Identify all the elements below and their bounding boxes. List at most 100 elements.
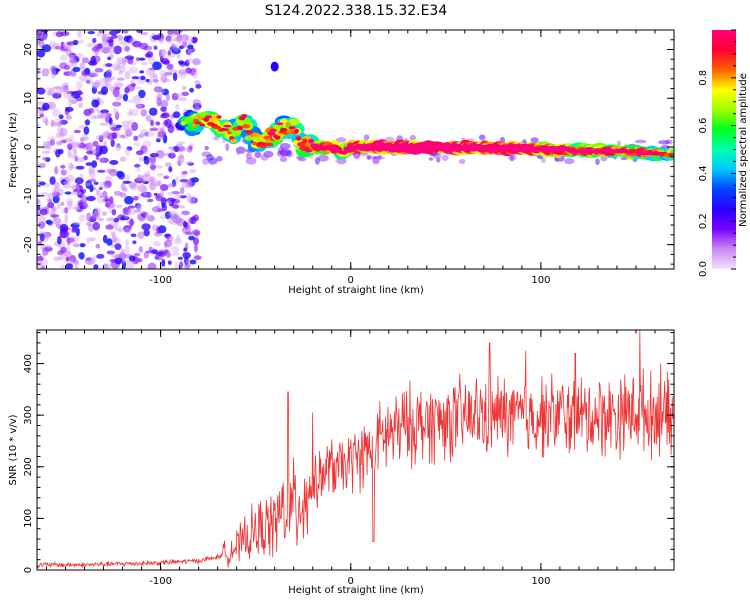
noise-blob: [128, 66, 139, 74]
ridge-halo-blob: [335, 137, 347, 143]
noise-blob: [38, 240, 42, 246]
noise-blob: [112, 101, 122, 107]
noise-blob: [117, 62, 127, 68]
noise-blob: [101, 40, 108, 48]
noise-blob: [179, 195, 187, 199]
noise-blob: [172, 30, 181, 35]
noise-blob: [116, 145, 123, 149]
noise-blob: [167, 260, 172, 265]
noise-blob: [108, 196, 114, 204]
noise-blob: [122, 93, 129, 102]
ridge-cell: [227, 131, 232, 135]
noise-blob: [53, 118, 63, 126]
noise-blob: [74, 155, 79, 162]
noise-blob: [129, 79, 134, 85]
noise-blob: [86, 212, 92, 221]
noise-blob: [105, 80, 109, 87]
noise-blob: [159, 190, 165, 199]
snr-y-ticks: 0 100 200 300 400: [23, 332, 674, 573]
noise-blob: [99, 122, 109, 126]
noise-blob: [99, 145, 108, 155]
noise-blob: [153, 86, 163, 93]
noise-blob: [109, 160, 119, 165]
noise-blob: [76, 157, 86, 162]
noise-blob: [110, 231, 116, 237]
y-tick-label: -20: [23, 236, 34, 252]
noise-blob: [176, 36, 184, 44]
noise-blob: [104, 180, 112, 189]
ridge-halo-blob: [377, 154, 383, 160]
noise-blob: [118, 66, 126, 73]
noise-blob: [90, 55, 97, 65]
colorbar-gradient: [712, 30, 736, 269]
ridge-cell: [275, 122, 284, 126]
colorbar-tick-label: 0.2: [698, 213, 709, 229]
noise-blob: [85, 162, 93, 166]
noise-blob: [59, 62, 68, 70]
noise-blob: [106, 238, 113, 246]
noise-blob: [83, 126, 90, 135]
noise-blob: [51, 207, 57, 212]
noise-blob: [64, 207, 69, 214]
noise-blob: [179, 178, 189, 183]
ridge-cell: [669, 153, 674, 157]
noise-blob: [152, 61, 162, 70]
noise-blob: [63, 71, 73, 76]
noise-blob: [102, 33, 111, 38]
noise-blob: [149, 73, 158, 81]
noise-blob: [101, 86, 108, 95]
noise-blob: [54, 186, 59, 194]
y-tick-label: 300: [23, 406, 34, 425]
noise-blob: [156, 149, 165, 159]
noise-blob: [43, 231, 52, 238]
noise-blob: [147, 198, 154, 203]
noise-blob: [86, 150, 93, 155]
noise-blob: [89, 237, 96, 242]
noise-blob: [75, 165, 85, 170]
ridge-halo-blob: [286, 150, 293, 158]
noise-blob: [131, 76, 140, 80]
noise-blob: [102, 112, 109, 121]
noise-blob: [135, 103, 145, 109]
noise-blob: [69, 56, 77, 64]
noise-blob: [76, 90, 83, 96]
noise-blob: [74, 177, 84, 185]
noise-blob: [113, 222, 120, 226]
noise-blob: [49, 210, 55, 216]
ridge-cell: [263, 135, 271, 140]
noise-blob: [177, 141, 186, 145]
noise-blob: [37, 106, 45, 115]
noise-blob: [160, 197, 167, 206]
noise-blob: [54, 166, 59, 175]
noise-blob: [138, 156, 144, 162]
ridge-halo-blob: [254, 151, 262, 159]
snr-y-axis-label: SNR (10 * v/v): [8, 414, 19, 485]
noise-blob: [78, 214, 86, 223]
noise-blob: [138, 210, 146, 214]
noise-blob: [65, 256, 70, 262]
noise-blob: [149, 155, 157, 164]
noise-blob: [59, 46, 69, 52]
noise-blob: [147, 262, 157, 269]
noise-blob: [137, 184, 147, 192]
noise-blob: [153, 240, 161, 247]
noise-blob: [160, 99, 169, 109]
noise-blob: [189, 67, 197, 76]
noise-blob: [195, 84, 202, 89]
noise-blob: [168, 69, 178, 73]
ridge-halo-blob: [600, 155, 608, 162]
noise-blob: [37, 122, 40, 128]
x-tick-label: 100: [531, 576, 550, 587]
y-tick-label: 200: [23, 457, 34, 476]
ridge-cell: [216, 115, 222, 119]
noise-blob: [138, 89, 146, 99]
noise-blob: [156, 172, 164, 177]
noise-blob: [93, 264, 99, 269]
spectrogram-y-axis-label: Frequency (Hz): [8, 112, 19, 188]
ridge-cell: [229, 139, 238, 143]
ridge-cell: [221, 128, 230, 132]
noise-blob: [44, 183, 51, 188]
noise-blob: [40, 265, 46, 269]
ridge-cell: [199, 123, 205, 127]
